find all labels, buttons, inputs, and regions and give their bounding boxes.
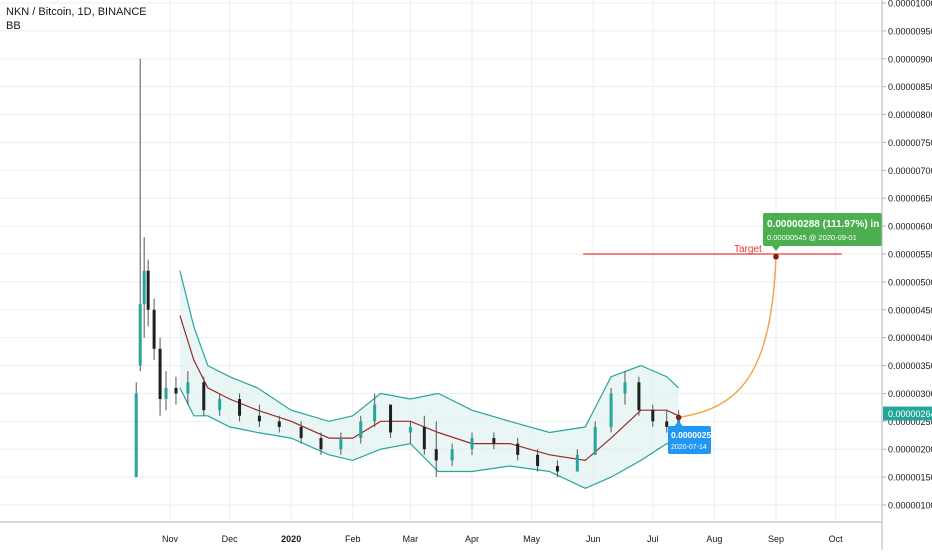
- y-tick-label: 0.00000150: [888, 473, 932, 483]
- start-date-text: 2020-07-14: [671, 444, 707, 451]
- x-tick-label: Mar: [403, 534, 419, 544]
- x-tick-label: Dec: [222, 534, 239, 544]
- bollinger-bands: [179, 270, 680, 489]
- candle-body: [665, 421, 669, 427]
- current-price-badge[interactable]: [883, 406, 932, 421]
- x-tick-label: Jun: [586, 534, 601, 544]
- candle-body: [516, 443, 520, 455]
- candle-body: [470, 438, 474, 450]
- candle-body: [152, 309, 156, 349]
- candle-body: [238, 399, 242, 416]
- candle-body: [359, 421, 363, 439]
- basis-line: [179, 315, 679, 462]
- y-tick-label: 0.00000800: [888, 110, 932, 120]
- candle-body: [164, 387, 168, 400]
- candle-body: [142, 270, 146, 305]
- candle-body: [218, 399, 222, 411]
- y-tick-label: 0.00000650: [888, 194, 932, 204]
- candle-body: [450, 449, 454, 461]
- y-tick-label: 0.00000250: [888, 417, 932, 427]
- indicator-label[interactable]: BB: [6, 20, 21, 32]
- projection-start-point[interactable]: [675, 414, 682, 421]
- x-tick-label: Oct: [829, 534, 844, 544]
- candle-body: [389, 404, 393, 433]
- y-tick-label: 0.00000600: [888, 222, 932, 232]
- x-tick-label: Sep: [768, 534, 784, 544]
- projection-end-point[interactable]: [773, 253, 779, 260]
- candle-body: [138, 304, 142, 366]
- candle-body: [492, 438, 496, 444]
- candle-body: [158, 348, 162, 400]
- candle-body: [623, 382, 627, 394]
- x-tick-label: Apr: [465, 534, 479, 544]
- y-tick-label: 0.00000350: [888, 361, 932, 371]
- candle-body: [609, 393, 613, 427]
- start-price-badge[interactable]: [668, 426, 711, 454]
- y-tick-label: 0.00000500: [888, 277, 932, 287]
- candle-body: [299, 426, 303, 439]
- x-tick-label: Feb: [345, 534, 361, 544]
- candle-body: [202, 382, 206, 411]
- candle-body: [146, 270, 150, 310]
- candles: [134, 58, 681, 478]
- candle-body: [651, 410, 655, 422]
- start-badge-pointer: [674, 421, 683, 426]
- candle-body: [555, 465, 559, 472]
- y-tick-label: 0.00000950: [888, 26, 932, 36]
- y-tick-label: 0.00000750: [888, 138, 932, 148]
- y-tick-label: 0.00001000: [888, 0, 932, 9]
- projection-target-text: 0.00000545 @ 2020-09-01: [767, 233, 857, 242]
- candle-body: [536, 454, 540, 466]
- y-tick-label: 0.00000850: [888, 82, 932, 92]
- projection-arc[interactable]: [678, 256, 777, 419]
- candle-body: [319, 438, 323, 450]
- candle-body: [408, 426, 412, 433]
- y-tick-label: 0.00000700: [888, 166, 932, 176]
- candle-body: [575, 454, 579, 472]
- y-tick-label: 0.00000450: [888, 305, 932, 315]
- x-tick-label: Jul: [647, 534, 659, 544]
- y-tick-label: 0.00000400: [888, 333, 932, 343]
- candle-body: [422, 426, 426, 450]
- projection-result-badge[interactable]: [763, 213, 882, 246]
- current-price-text: 0.00000264: [888, 409, 932, 419]
- candle-body: [174, 387, 178, 394]
- candle-body: [339, 438, 343, 450]
- candle-body: [593, 426, 597, 455]
- start-price-text: 0.00000257: [671, 430, 716, 440]
- band-fill: [179, 270, 679, 489]
- projection-badge-pointer: [772, 246, 780, 251]
- candle-body: [186, 382, 190, 394]
- chart-legend[interactable]: NKN / Bitcoin, 1D, BINANCE BB: [6, 5, 147, 33]
- x-tick-label: 2020: [281, 534, 301, 544]
- x-tick-label: Aug: [706, 534, 722, 544]
- candle-body: [434, 449, 438, 461]
- x-tick-label: May: [523, 534, 541, 544]
- candle-body: [257, 415, 261, 422]
- target-label[interactable]: Target: [734, 244, 762, 255]
- upper-band-line: [179, 270, 680, 434]
- x-tick-label: Nov: [162, 534, 179, 544]
- candle-body: [134, 393, 138, 478]
- symbol-title[interactable]: NKN / Bitcoin, 1D, BINANCE: [6, 6, 147, 18]
- candle-body: [277, 421, 281, 427]
- y-tick-label: 0.00000300: [888, 389, 932, 399]
- candle-body: [373, 404, 377, 422]
- y-tick-label: 0.00000900: [888, 54, 932, 64]
- projection-change-text: 0.00000288 (111.97%) in 49d: [767, 219, 899, 230]
- annotations[interactable]: Target 0.00000288 (111.97%) in 49d 0.00000…: [583, 213, 899, 454]
- y-tick-label: 0.00000200: [888, 445, 932, 455]
- y-tick-label: 0.00000550: [888, 250, 932, 260]
- y-tick-label: 0.00000100: [888, 501, 932, 511]
- candle-body: [637, 382, 641, 411]
